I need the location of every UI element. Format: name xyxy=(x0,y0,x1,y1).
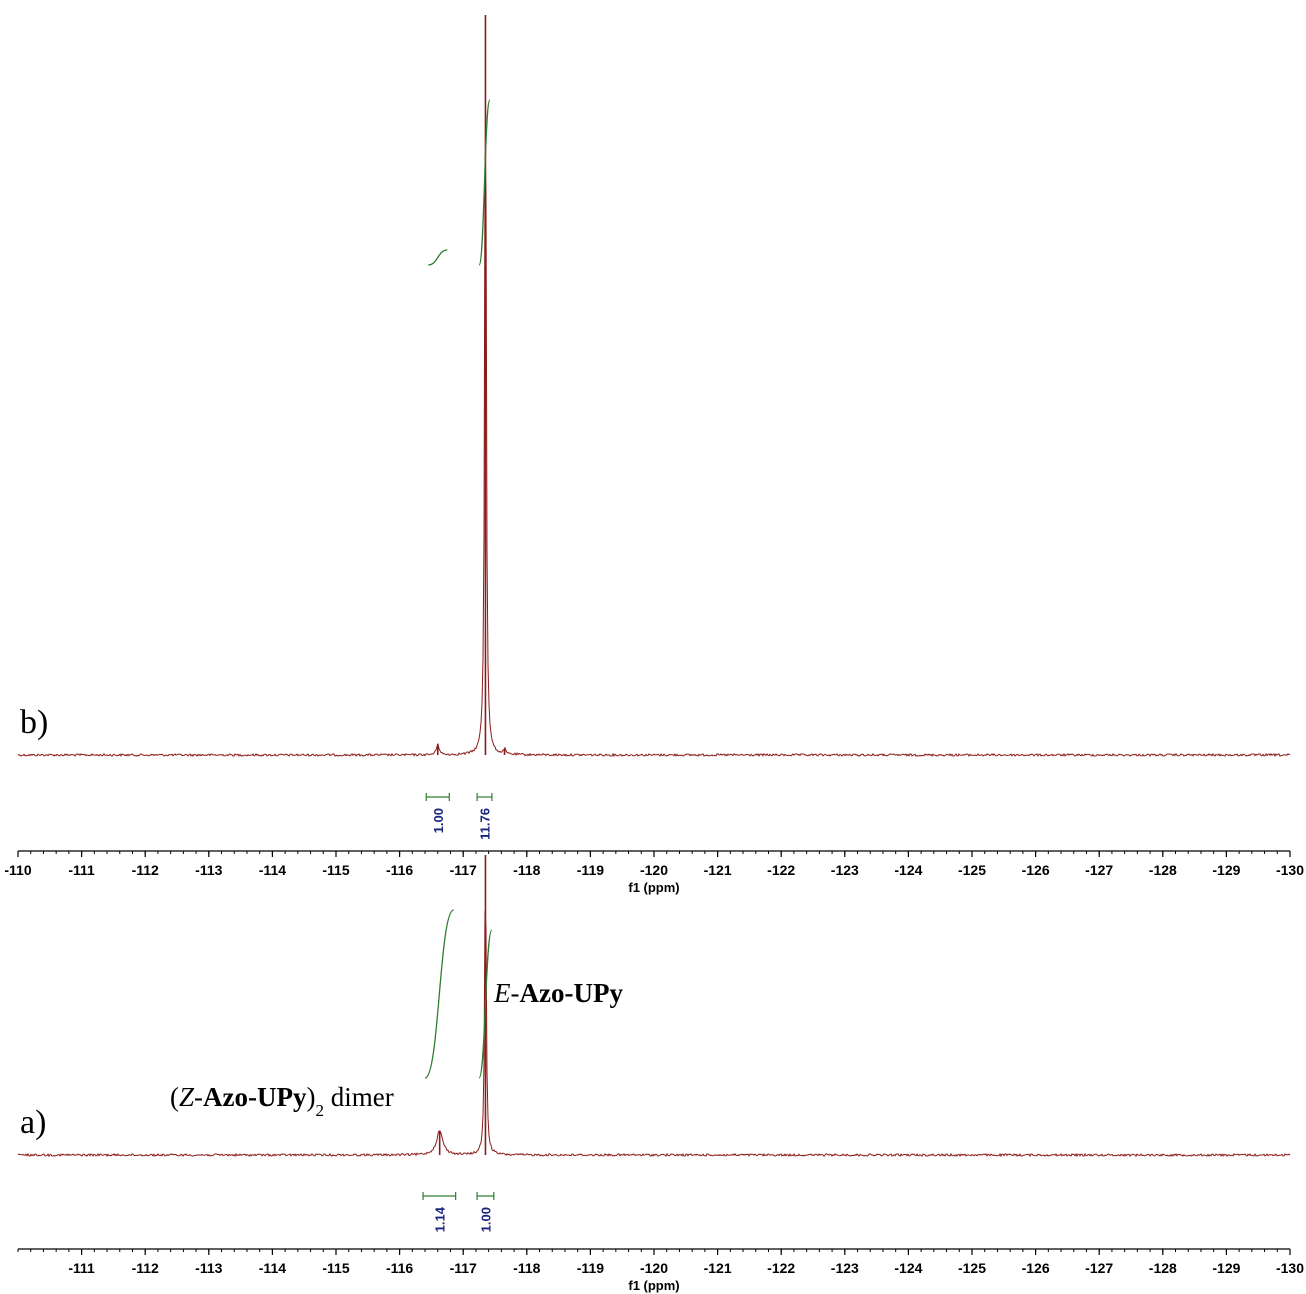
integral-curve xyxy=(424,909,455,1079)
x-axis-tick-label: -127 xyxy=(1085,1260,1113,1276)
x-axis-tick-label: -115 xyxy=(322,1260,349,1276)
spectrum-trace xyxy=(17,910,1291,1158)
x-axis-title: f1 (ppm) xyxy=(628,880,679,895)
x-axis-tick-label: -122 xyxy=(767,1260,795,1276)
peak-annotation: (Z-Azo-UPy)2 dimer xyxy=(170,1082,394,1120)
x-axis-tick-label: -123 xyxy=(831,1260,859,1276)
x-axis-tick-label: -113 xyxy=(195,862,222,878)
x-axis-tick-label: -125 xyxy=(958,1260,986,1276)
integral-value: 1.00 xyxy=(431,808,446,833)
x-axis-tick-label: -112 xyxy=(132,1260,159,1276)
x-axis-tick-label: -130 xyxy=(1276,1260,1304,1276)
integral-value: 1.00 xyxy=(478,1207,493,1232)
integral-value: 1.14 xyxy=(432,1206,447,1232)
x-axis-tick-label: -121 xyxy=(704,1260,732,1276)
annotation-part: Azo-UPy xyxy=(520,978,624,1008)
integral-curve xyxy=(478,929,493,1079)
annotation-part: Azo-UPy xyxy=(203,1082,307,1112)
panel-label: b) xyxy=(20,704,48,741)
panel-label: a) xyxy=(20,1104,46,1141)
x-axis-tick-label: -126 xyxy=(1022,1260,1050,1276)
x-axis-tick-label: -117 xyxy=(450,862,477,878)
spectrum-panel-b: 1.00 11.76 -110 -111 -112 -113 -114 -115 -116 -11… xyxy=(4,15,1304,895)
x-axis-tick-label: -113 xyxy=(195,1260,222,1276)
x-axis-tick-label: -124 xyxy=(894,862,922,878)
spectrum-panel-a: 1.14 1.00 -111 -112 -113 -114 -115 -116 -117 -118… xyxy=(17,855,1304,1293)
x-axis-tick-label: -118 xyxy=(513,1260,540,1276)
x-axis-tick-label: -127 xyxy=(1085,862,1113,878)
x-axis-tick-label: -115 xyxy=(322,862,349,878)
x-axis-tick-label: -110 xyxy=(4,862,31,878)
x-axis-tick-label: -112 xyxy=(132,862,159,878)
x-axis-tick-label: -123 xyxy=(831,862,859,878)
integral-curve xyxy=(428,249,448,266)
peak-annotation: E-Azo-UPy xyxy=(493,978,623,1008)
x-axis-tick-label: -121 xyxy=(704,862,732,878)
integral-curve xyxy=(478,99,491,266)
x-axis-tick-label: -124 xyxy=(894,1260,922,1276)
annotation-part: 2 xyxy=(316,1101,325,1120)
x-axis-tick-label: -119 xyxy=(577,1260,604,1276)
x-axis-tick-label: -114 xyxy=(259,862,286,878)
annotation-part: Z xyxy=(179,1082,195,1112)
x-axis-tick-label: -111 xyxy=(68,1260,95,1276)
x-axis-tick-label: -116 xyxy=(386,1260,413,1276)
annotation-part: ) xyxy=(307,1082,316,1112)
x-axis-tick-label: -128 xyxy=(1149,862,1177,878)
x-axis-tick-label: -128 xyxy=(1149,1260,1177,1276)
x-axis-tick-label: -129 xyxy=(1212,1260,1240,1276)
x-axis-tick-label: -114 xyxy=(259,1260,286,1276)
x-axis-tick-label: -117 xyxy=(450,1260,477,1276)
annotation-part: ( xyxy=(170,1082,179,1112)
annotation-part: - xyxy=(511,978,520,1008)
spectrum-trace xyxy=(17,154,1291,758)
annotation-part: - xyxy=(194,1082,203,1112)
x-axis-title: f1 (ppm) xyxy=(628,1278,679,1293)
x-axis-tick-label: -125 xyxy=(958,862,986,878)
x-axis-tick-label: -120 xyxy=(640,1260,668,1276)
x-axis-tick-label: -129 xyxy=(1212,862,1240,878)
annotation-part: dimer xyxy=(324,1082,394,1112)
x-axis-tick-label: -119 xyxy=(577,862,604,878)
x-axis-tick-label: -122 xyxy=(767,862,795,878)
x-axis-tick-label: -120 xyxy=(640,862,668,878)
integral-value: 11.76 xyxy=(478,808,493,840)
x-axis-tick-label: -126 xyxy=(1022,862,1050,878)
x-axis-tick-label: -130 xyxy=(1276,862,1304,878)
x-axis-tick-label: -111 xyxy=(68,862,95,878)
x-axis-tick-label: -116 xyxy=(386,862,413,878)
annotation-part: E xyxy=(493,978,511,1008)
x-axis-tick-label: -118 xyxy=(513,862,540,878)
